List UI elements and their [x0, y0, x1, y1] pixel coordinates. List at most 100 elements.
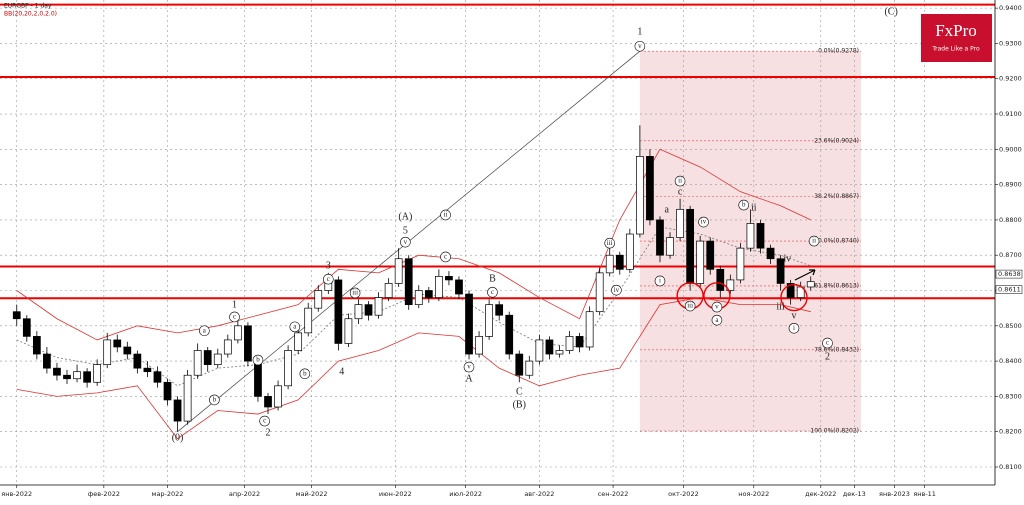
- x-tick-label: июн-2022: [379, 490, 412, 498]
- candle-body: [304, 307, 313, 334]
- wave-label-circle: [711, 314, 723, 326]
- band-lower: [16, 297, 811, 440]
- candle-body: [786, 283, 795, 298]
- wave-label: 2: [266, 427, 271, 438]
- x-tick-label: окт-2022: [668, 490, 699, 498]
- candle-body: [716, 268, 725, 291]
- candle-body: [354, 304, 363, 320]
- wave-label: A: [465, 373, 473, 384]
- x-tick-label: сен-2022: [598, 490, 629, 498]
- candle-body: [163, 381, 172, 401]
- candle-body: [595, 272, 604, 313]
- wave-label-circle: [349, 287, 361, 299]
- candle-body: [525, 360, 534, 376]
- candle-body: [445, 276, 453, 281]
- candle-body: [776, 258, 785, 284]
- wave-label: a: [664, 204, 669, 215]
- candle-body: [113, 339, 122, 348]
- candle-body: [213, 353, 222, 365]
- candle-body: [374, 297, 383, 316]
- candle-body: [636, 156, 644, 235]
- x-tick-label: янв-11: [913, 490, 936, 498]
- candle-body: [394, 258, 403, 284]
- candle-body: [173, 399, 182, 422]
- wave-label: i: [793, 324, 795, 332]
- price-tag: [995, 285, 1023, 294]
- wave-label: ii: [751, 203, 757, 214]
- band-upper: [16, 148, 811, 341]
- y-tick-label: 0.8800: [999, 216, 1022, 224]
- wave-label: a: [293, 322, 297, 330]
- wave-label: c: [826, 339, 829, 347]
- candle-body: [465, 293, 473, 355]
- candle-body: [274, 385, 282, 408]
- candle-body: [133, 353, 142, 369]
- candle-body: [83, 371, 91, 383]
- candle-body: [726, 279, 735, 291]
- candle-body: [455, 279, 463, 295]
- candle-body: [153, 371, 162, 383]
- y-tick-label: 0.8900: [999, 181, 1022, 189]
- candle-body: [666, 237, 674, 256]
- candle-body: [736, 247, 745, 281]
- wave-label: c: [444, 253, 447, 261]
- candle-body: [32, 336, 41, 355]
- wave-label: iv: [614, 286, 620, 294]
- candle-body: [676, 208, 684, 238]
- candle-body: [193, 350, 202, 376]
- candle-body: [294, 332, 303, 351]
- highlight-circle: [780, 283, 808, 312]
- candle-body: [575, 336, 584, 348]
- candle-body: [625, 233, 634, 270]
- price-tag-label: 0.8611: [998, 286, 1021, 294]
- wave-label: 1: [232, 299, 237, 310]
- wave-label: (B): [513, 400, 526, 411]
- wave-label: c: [233, 313, 236, 321]
- fib-label: 23.6%(0.9024): [814, 137, 859, 144]
- wave-label: (A): [398, 211, 412, 222]
- x-tick-label: июл-2022: [449, 490, 482, 498]
- wave-label: c: [491, 288, 494, 296]
- candle-body: [615, 254, 624, 270]
- wave-label-circle: [229, 311, 240, 323]
- candle-body: [63, 374, 71, 380]
- wave-label-circle: [440, 251, 451, 263]
- wave-label: c: [263, 417, 266, 425]
- candle-body: [203, 350, 212, 365]
- candle-body: [73, 371, 81, 380]
- candle-body: [284, 350, 292, 387]
- wave-label: (0): [172, 432, 184, 443]
- candle-body: [485, 304, 493, 337]
- candle-body: [565, 336, 574, 351]
- y-tick-label: 0.8300: [999, 392, 1022, 400]
- arrow: [794, 269, 816, 281]
- wave-label: b: [256, 356, 260, 364]
- candle-body: [22, 318, 31, 337]
- x-tick-label: дек-2022: [805, 490, 836, 498]
- fib-label: 0.0%(0.9278): [818, 48, 859, 55]
- candle-body: [183, 374, 192, 422]
- x-tick-label: фев-2022: [88, 490, 120, 498]
- wave-label: ii: [444, 211, 448, 219]
- candle-body: [646, 156, 654, 221]
- candle-body: [223, 339, 232, 355]
- candle-body: [555, 350, 564, 355]
- wave-label: c: [678, 186, 683, 197]
- x-tick-label: мар-2022: [152, 490, 184, 498]
- candle-body: [244, 325, 252, 362]
- wave-label-circle: [259, 415, 270, 427]
- logo-tagline: Trade Like a Pro: [931, 46, 980, 53]
- candle-body: [545, 339, 554, 355]
- candle-body: [344, 318, 353, 344]
- logo-name: FxPro: [935, 21, 977, 40]
- candle-body: [364, 304, 373, 316]
- wave-label: 5: [403, 226, 408, 237]
- fib-label: 78.6%(0.8432): [814, 346, 859, 353]
- wave-label-circle: [289, 321, 301, 333]
- candle-body: [384, 283, 393, 298]
- candle-body: [806, 281, 815, 288]
- wave-label: 3: [326, 260, 331, 271]
- y-tick-label: 0.9100: [999, 110, 1022, 118]
- candle-body: [706, 240, 715, 270]
